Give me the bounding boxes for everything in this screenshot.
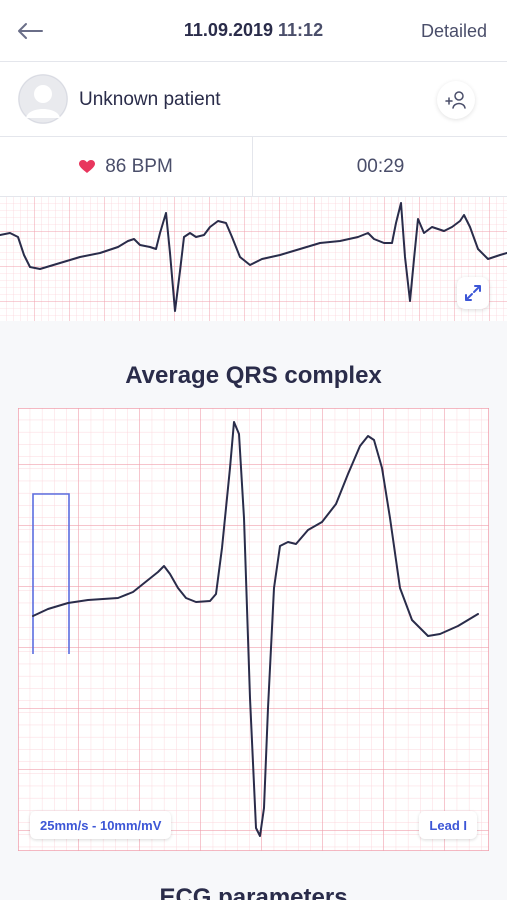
record-date: 11.09.2019 (183, 20, 274, 40)
detailed-button[interactable]: Detailed (420, 21, 487, 41)
record-time: 11:12 (278, 20, 324, 40)
back-button[interactable] (14, 16, 46, 46)
expand-button[interactable] (457, 277, 489, 309)
lead-badge: Lead I (419, 811, 477, 839)
top-bar: 11.09.2019 11:12 Detailed (0, 0, 507, 62)
back-arrow-icon (18, 23, 43, 39)
ecg-parameters-title: ECG parameters (159, 884, 348, 900)
add-patient-button[interactable] (437, 81, 475, 119)
ecg-strip-trace (0, 197, 507, 321)
stats-row: 86 BPM 00:29 (0, 137, 507, 197)
heart-rate: 86 BPM (0, 137, 253, 197)
qrs-chart: 25mm/s - 10mm/mV Lead I (18, 408, 489, 851)
expand-icon (465, 285, 481, 301)
avatar-icon (18, 74, 68, 124)
heart-icon (79, 160, 96, 174)
scale-badge: 25mm/s - 10mm/mV (30, 811, 172, 839)
qrs-section-title: Average QRS complex (125, 362, 382, 389)
ecg-strip[interactable] (0, 197, 507, 321)
record-datetime: 11.09.2019 11:12 (0, 20, 507, 41)
qrs-complex-trace (18, 408, 489, 851)
patient-row[interactable]: Unknown patient (0, 62, 507, 137)
patient-name: Unknown patient (79, 89, 221, 110)
avatar (18, 74, 68, 124)
recording-duration: 00:29 (356, 156, 405, 177)
bpm-value: 86 BPM (105, 156, 173, 177)
add-person-icon (445, 91, 466, 109)
